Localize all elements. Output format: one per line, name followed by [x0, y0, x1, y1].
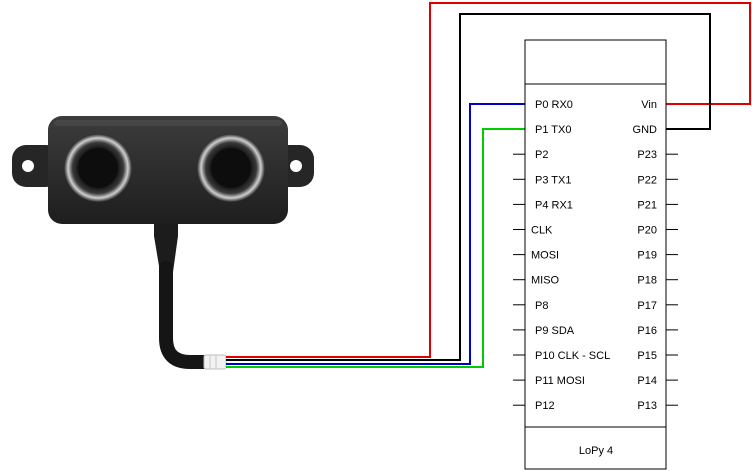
pin-label-left: CLK — [531, 225, 553, 237]
pin-label-right: P16 — [637, 325, 657, 337]
pin-label-right: P15 — [637, 350, 657, 362]
pin-label-left: P9 SDA — [535, 325, 575, 337]
pin-label-left: P4 RX1 — [535, 199, 573, 211]
pin-label-right: Vin — [641, 99, 657, 111]
pin-label-right: P21 — [637, 199, 657, 211]
sensor-connector — [203, 354, 227, 370]
pin-label-right: P14 — [637, 375, 657, 387]
pin-label-right: P19 — [637, 250, 657, 262]
pin-list: P0 RX0 P1 TX0 P2 P3 TX1 P4 RX1 CLK MOSI MISO P8 P… — [513, 99, 678, 412]
wire-red — [226, 2, 751, 358]
wire-blue — [226, 103, 525, 365]
ultrasonic-sensor — [12, 116, 314, 370]
pin-label-left: P3 TX1 — [535, 174, 572, 186]
pin-label-left: P0 RX0 — [535, 99, 573, 111]
pin-label-right: P18 — [637, 275, 657, 287]
pin-label-right: P20 — [637, 225, 657, 237]
pin-label-left: MISO — [531, 275, 560, 287]
pin-label-right: GND — [633, 124, 658, 136]
board-name: LoPy 4 — [579, 445, 613, 457]
wire-black — [226, 13, 711, 361]
pin-label-left: P8 — [535, 300, 548, 312]
pin-label-left: P2 — [535, 149, 548, 161]
wires — [226, 2, 751, 368]
pin-label-right: P22 — [637, 174, 657, 186]
pin-label-left: P10 CLK - SCL — [535, 350, 610, 362]
wire-green — [226, 128, 525, 368]
pin-label-right: P13 — [637, 400, 657, 412]
pin-label-left: MOSI — [531, 250, 559, 262]
pin-label-left: P1 TX0 — [535, 124, 572, 136]
pin-label-right: P17 — [637, 300, 657, 312]
lopy4-board: LoPy 4 P0 RX0 P1 TX0 P2 P3 TX1 P4 RX1 CLK MOSI… — [513, 39, 678, 470]
pin-label-right: P23 — [637, 149, 657, 161]
sensor-cable — [159, 261, 219, 369]
pin-label-left: P12 — [535, 400, 555, 412]
pin-label-left: P11 MOSI — [535, 375, 585, 387]
